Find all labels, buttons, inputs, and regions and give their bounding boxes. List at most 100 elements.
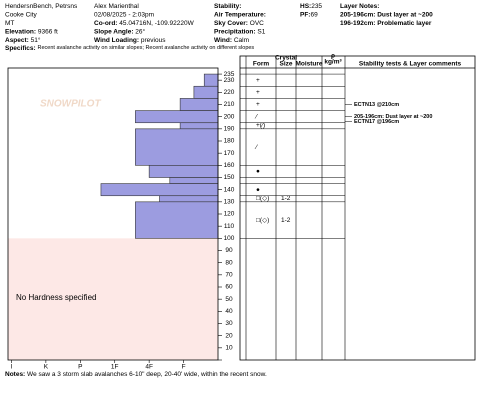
notes: Notes: We saw a 3 storm slab avalanches … bbox=[5, 371, 267, 378]
field-text: 9366 ft bbox=[38, 28, 58, 35]
x-tick-label: 1F bbox=[111, 364, 119, 371]
header-field: Slope Angle: 26° bbox=[94, 27, 146, 35]
field-text: Slope Angle: bbox=[94, 28, 133, 35]
field-text: Co-ord: bbox=[94, 20, 117, 27]
field-text: PF: bbox=[300, 11, 310, 18]
x-tick-label: K bbox=[44, 364, 49, 371]
hardness-bar bbox=[159, 195, 219, 203]
column-header: kg/m³ bbox=[324, 59, 342, 66]
stability-text: ECTN17 @196cm bbox=[354, 119, 399, 125]
hardness-bar bbox=[179, 98, 219, 111]
column-header: Stability tests & Layer comments bbox=[359, 61, 462, 68]
header-field: Sky Cover: OVC bbox=[214, 20, 264, 27]
y-tick-label: 110 bbox=[224, 223, 235, 230]
y-tick-label: 50 bbox=[225, 296, 233, 303]
y-tick-label: 100 bbox=[224, 235, 235, 242]
column-header: Crystal bbox=[275, 55, 297, 62]
header-field: Cooke City bbox=[5, 11, 38, 18]
header-field: Stability: bbox=[214, 3, 241, 10]
field-text: HS: bbox=[300, 3, 311, 10]
y-tick-label: 230 bbox=[224, 77, 235, 84]
column-header: ρ bbox=[331, 53, 335, 60]
field-text: 235 bbox=[311, 3, 322, 10]
hardness-bar bbox=[100, 183, 219, 197]
header-field: PF:69 bbox=[300, 11, 318, 18]
field-text: Cooke City bbox=[5, 11, 38, 18]
field-text: 26° bbox=[135, 27, 145, 35]
field-text: Stability: bbox=[214, 3, 241, 10]
grain-form: □(◇) bbox=[256, 217, 269, 224]
y-tick-label: 200 bbox=[224, 113, 235, 120]
header-field: 205-196cm: Dust layer at ~200 bbox=[340, 11, 433, 18]
column-header: Moisture bbox=[295, 61, 322, 68]
grain-size: 1-2 bbox=[281, 217, 291, 224]
hardness-bar bbox=[135, 110, 219, 124]
y-tick-label: 30 bbox=[225, 320, 233, 327]
field-text: Wind Loading: bbox=[94, 37, 139, 44]
y-tick-label: 235 bbox=[224, 71, 235, 78]
hardness-bar bbox=[148, 165, 219, 178]
watermark: SNOWPILOT bbox=[40, 99, 101, 110]
grain-form: ● bbox=[256, 168, 260, 175]
x-tick-label: F bbox=[182, 364, 186, 371]
grain-form: + bbox=[256, 77, 260, 84]
y-tick-label: 120 bbox=[224, 211, 235, 218]
hardness-bar bbox=[203, 73, 219, 87]
header-field: 196-192cm: Problematic layer bbox=[340, 20, 432, 27]
field-text: Notes: bbox=[5, 371, 25, 378]
field-text: S1 bbox=[257, 28, 265, 35]
hardness-bar bbox=[135, 128, 219, 166]
y-tick-label: 20 bbox=[225, 332, 233, 339]
x-tick-label: I bbox=[11, 364, 13, 371]
y-tick-label: 70 bbox=[225, 272, 233, 279]
stability-text: 205-196cm: Dust layer at ~200 bbox=[354, 114, 432, 120]
y-tick-label: 220 bbox=[224, 89, 235, 96]
hardness-bar bbox=[193, 85, 219, 99]
header-field: Wind: Calm bbox=[214, 37, 249, 44]
y-tick-label: 210 bbox=[224, 101, 235, 108]
field-text: Air Temperature: bbox=[214, 11, 266, 18]
field-text: 51° bbox=[31, 36, 41, 44]
field-text: We saw a 3 storm slab avalanches 6-10" d… bbox=[27, 371, 267, 378]
x-tick-label: P bbox=[78, 364, 82, 371]
field-text: OVC bbox=[250, 20, 264, 27]
y-tick-label: 160 bbox=[224, 162, 235, 169]
field-text: HendersnBench, Petrsns bbox=[5, 3, 78, 10]
header-field: 02/08/2025 - 2:03pm bbox=[94, 11, 154, 18]
hardness-bar bbox=[179, 122, 219, 130]
grain-form: ⁄ bbox=[254, 144, 258, 151]
field-text: Sky Cover: bbox=[214, 20, 248, 27]
column-header: Form bbox=[253, 61, 269, 68]
specifics-text: Recent avalanche activity on similar slo… bbox=[38, 45, 255, 51]
stability-text: ECTN13 @210cm bbox=[354, 102, 399, 108]
header-field: Wind Loading: previous bbox=[94, 37, 166, 44]
no-hardness-label: No Hardness specified bbox=[16, 293, 96, 302]
header-field: Co-ord: 45.04716N, -109.92220W bbox=[94, 20, 195, 27]
grain-form: □(◇) bbox=[256, 195, 269, 202]
field-text: Precipitation: bbox=[214, 28, 256, 35]
grain-form: ● bbox=[256, 186, 260, 193]
y-tick-label: 150 bbox=[224, 174, 235, 181]
y-tick-label: 80 bbox=[225, 259, 233, 266]
field-text: MT bbox=[5, 20, 14, 27]
header-field: MT bbox=[5, 20, 14, 27]
hardness-bar bbox=[135, 201, 219, 239]
y-tick-label: 190 bbox=[224, 126, 235, 133]
field-text: Alex Marienthal bbox=[94, 3, 139, 10]
no-hardness-region bbox=[8, 238, 218, 360]
field-text: Wind: bbox=[214, 37, 232, 44]
header-field: HS:235 bbox=[300, 3, 322, 10]
field-text: 45.04716N, -109.92220W bbox=[119, 20, 194, 27]
y-tick-label: 180 bbox=[224, 138, 235, 145]
x-tick-label: 4F bbox=[145, 364, 153, 371]
y-tick-label: 60 bbox=[225, 284, 233, 291]
grain-form: + bbox=[256, 89, 260, 96]
y-tick-label: 140 bbox=[224, 186, 235, 193]
field-text: Aspect: bbox=[5, 37, 29, 44]
header-field: Alex Marienthal bbox=[94, 3, 139, 10]
field-text: previous bbox=[141, 37, 166, 44]
column-header: Size bbox=[279, 61, 292, 68]
grain-form: ⁄ bbox=[254, 113, 258, 120]
